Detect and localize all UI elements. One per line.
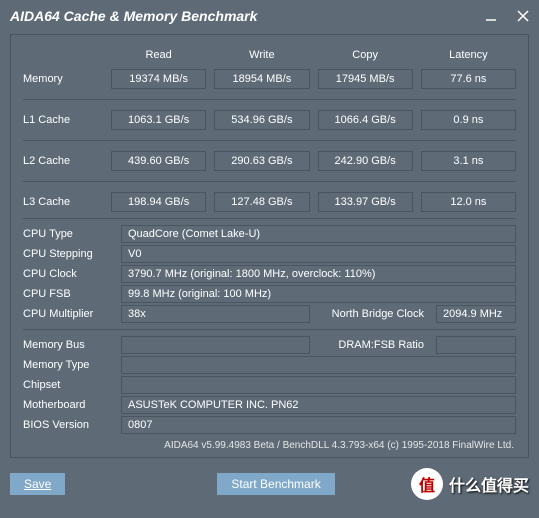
chipset-row: Chipset (23, 376, 516, 394)
cpu-fsb-label: CPU FSB (23, 288, 113, 300)
window: AIDA64 Cache & Memory Benchmark Read Wri… (0, 0, 539, 518)
close-icon[interactable] (517, 10, 529, 22)
motherboard-value: ASUSTeK COMPUTER INC. PN62 (121, 396, 516, 414)
memory-type-value (121, 356, 516, 374)
memory-copy[interactable]: 17945 MB/s (318, 69, 413, 89)
l2-write[interactable]: 290.63 GB/s (214, 151, 309, 171)
col-read: Read (111, 49, 206, 63)
cpu-stepping-value: V0 (121, 245, 516, 263)
l1-latency[interactable]: 0.9 ns (421, 110, 516, 130)
memory-latency[interactable]: 77.6 ns (421, 69, 516, 89)
col-latency: Latency (421, 49, 516, 63)
bios-version-value: 0807 (121, 416, 516, 434)
chipset-value (121, 376, 516, 394)
memory-bus-row: Memory Bus DRAM:FSB Ratio (23, 336, 516, 354)
col-copy: Copy (318, 49, 413, 63)
bios-version-row: BIOS Version 0807 (23, 416, 516, 434)
cpu-fsb-row: CPU FSB 99.8 MHz (original: 100 MHz) (23, 285, 516, 303)
l1-write[interactable]: 534.96 GB/s (214, 110, 309, 130)
row-l3-label: L3 Cache (23, 196, 103, 208)
chipset-label: Chipset (23, 379, 113, 391)
row-l2-label: L2 Cache (23, 155, 103, 167)
nb-clock-label: North Bridge Clock (318, 308, 428, 320)
bios-version-label: BIOS Version (23, 419, 113, 431)
cpu-clock-value: 3790.7 MHz (original: 1800 MHz, overcloc… (121, 265, 516, 283)
dram-fsb-value (436, 336, 516, 354)
l3-copy[interactable]: 133.97 GB/s (318, 192, 413, 212)
main-panel: Read Write Copy Latency Memory 19374 MB/… (10, 34, 529, 458)
memory-read[interactable]: 19374 MB/s (111, 69, 206, 89)
separator (23, 140, 516, 141)
memory-write[interactable]: 18954 MB/s (214, 69, 309, 89)
window-title: AIDA64 Cache & Memory Benchmark (10, 8, 485, 24)
benchmark-table: Read Write Copy Latency Memory 19374 MB/… (23, 49, 516, 212)
minimize-icon[interactable] (485, 10, 497, 22)
l2-copy[interactable]: 242.90 GB/s (318, 151, 413, 171)
col-write: Write (214, 49, 309, 63)
status-bar: AIDA64 v5.99.4983 Beta / BenchDLL 4.3.79… (23, 436, 516, 451)
motherboard-row: Motherboard ASUSTeK COMPUTER INC. PN62 (23, 396, 516, 414)
row-l1-label: L1 Cache (23, 114, 103, 126)
l3-latency[interactable]: 12.0 ns (421, 192, 516, 212)
l3-write[interactable]: 127.48 GB/s (214, 192, 309, 212)
watermark-text: 什么值得买 (449, 472, 529, 496)
separator (23, 181, 516, 182)
memory-type-label: Memory Type (23, 359, 113, 371)
cpu-fsb-value: 99.8 MHz (original: 100 MHz) (121, 285, 516, 303)
cpu-type-label: CPU Type (23, 228, 113, 240)
cpu-multiplier-value: 38x (121, 305, 310, 323)
titlebar: AIDA64 Cache & Memory Benchmark (0, 0, 539, 32)
dram-fsb-label: DRAM:FSB Ratio (318, 339, 428, 351)
memory-bus-label: Memory Bus (23, 339, 113, 351)
motherboard-label: Motherboard (23, 399, 113, 411)
nb-clock-value: 2094.9 MHz (436, 305, 516, 323)
watermark: 值 什么值得买 (411, 468, 529, 500)
start-benchmark-button[interactable]: Start Benchmark (217, 473, 334, 495)
memory-bus-value (121, 336, 310, 354)
l3-read[interactable]: 198.94 GB/s (111, 192, 206, 212)
cpu-multiplier-row: CPU Multiplier 38x North Bridge Clock 20… (23, 305, 516, 323)
cpu-clock-row: CPU Clock 3790.7 MHz (original: 1800 MHz… (23, 265, 516, 283)
watermark-icon: 值 (411, 468, 443, 500)
memory-type-row: Memory Type (23, 356, 516, 374)
separator (23, 218, 516, 219)
l2-read[interactable]: 439.60 GB/s (111, 151, 206, 171)
save-button[interactable]: Save (10, 473, 65, 495)
row-memory-label: Memory (23, 73, 103, 85)
separator (23, 329, 516, 330)
cpu-type-value: QuadCore (Comet Lake-U) (121, 225, 516, 243)
cpu-multiplier-label: CPU Multiplier (23, 308, 113, 320)
l2-latency[interactable]: 3.1 ns (421, 151, 516, 171)
bottom-bar: Save Start Benchmark 值 什么值得买 (0, 464, 539, 504)
separator (23, 99, 516, 100)
cpu-clock-label: CPU Clock (23, 268, 113, 280)
l1-copy[interactable]: 1066.4 GB/s (318, 110, 413, 130)
cpu-type-row: CPU Type QuadCore (Comet Lake-U) (23, 225, 516, 243)
cpu-stepping-row: CPU Stepping V0 (23, 245, 516, 263)
cpu-stepping-label: CPU Stepping (23, 248, 113, 260)
l1-read[interactable]: 1063.1 GB/s (111, 110, 206, 130)
